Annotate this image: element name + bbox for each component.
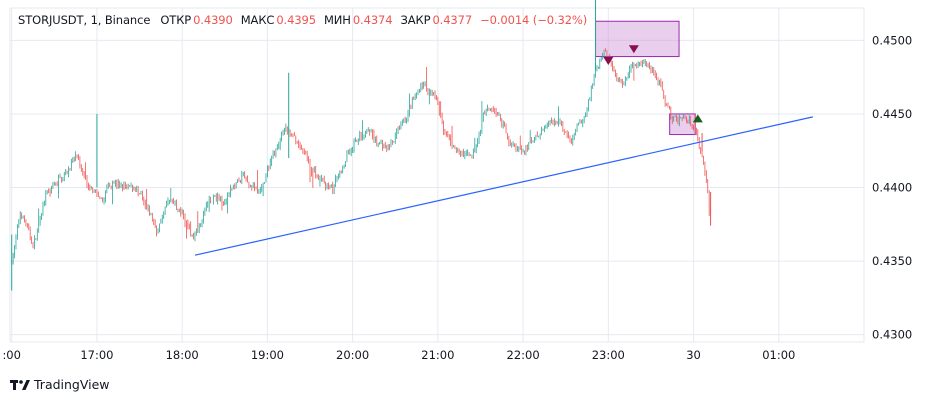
close-label: ЗАКР [400,13,431,27]
tradingview-brand[interactable]: TradingView [10,377,110,392]
open-label: ОТКР [160,13,192,27]
plot-area [9,7,865,343]
high-value: 0.4395 [276,13,316,27]
sell-marker-icon [603,56,614,65]
low-label: МИН [323,13,351,27]
tradingview-logo-icon [10,379,30,390]
x-tick-label: 18:00 [166,348,199,362]
x-axis[interactable]: :00 17:00 18:00 19:00 20:00 21:00 22:00 23:00 30… [2,348,795,362]
y-tick-label: 0.4350 [872,254,912,268]
trendline-layer[interactable] [194,116,813,256]
open-value: 0.4390 [193,13,233,27]
x-tick-label: 20:00 [336,348,369,362]
x-tick-label: 17:00 [80,348,113,362]
y-axis[interactable]: 0.4300 0.4350 0.4400 0.4450 0.4500 [872,33,912,341]
low-value: 0.4374 [352,13,393,27]
grid-lines [10,8,864,342]
trendline [194,116,813,256]
x-tick-label: 22:00 [507,348,540,362]
zones-layer [595,20,696,136]
markers-layer [603,45,703,123]
y-tick-label: 0.4400 [872,181,912,195]
high-label: МАКС [240,13,275,27]
symbol-legend: STORJUSDT, 1, Binance ОТКР 0.4390 МАКС 0.439… [18,13,595,27]
candles-layer [11,0,712,291]
x-tick-label: 01:00 [762,348,795,362]
y-tick-label: 0.4450 [872,107,912,121]
x-tick-label: 19:00 [251,348,284,362]
x-tick-label: 21:00 [421,348,454,362]
change-value: −0.0014 (−0.32%) [480,13,588,27]
brand-name: TradingView [34,377,110,392]
y-tick-label: 0.4500 [872,33,912,47]
y-tick-label: 0.4300 [872,328,912,342]
close-value: 0.4377 [432,13,473,27]
buy-marker-icon [692,114,703,123]
x-tick-label: :00 [2,348,21,362]
x-tick-label: 30 [686,348,701,362]
symbol-title: STORJUSDT, 1, Binance [18,13,151,27]
resistance-zone [595,20,680,58]
sell-marker-icon [628,45,639,54]
x-tick-label: 23:00 [592,348,625,362]
